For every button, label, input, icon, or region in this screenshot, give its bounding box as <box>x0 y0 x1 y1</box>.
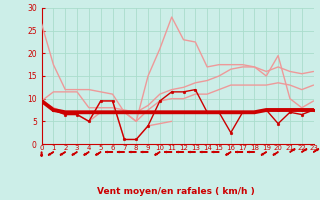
Text: Vent moyen/en rafales ( km/h ): Vent moyen/en rafales ( km/h ) <box>97 187 255 196</box>
